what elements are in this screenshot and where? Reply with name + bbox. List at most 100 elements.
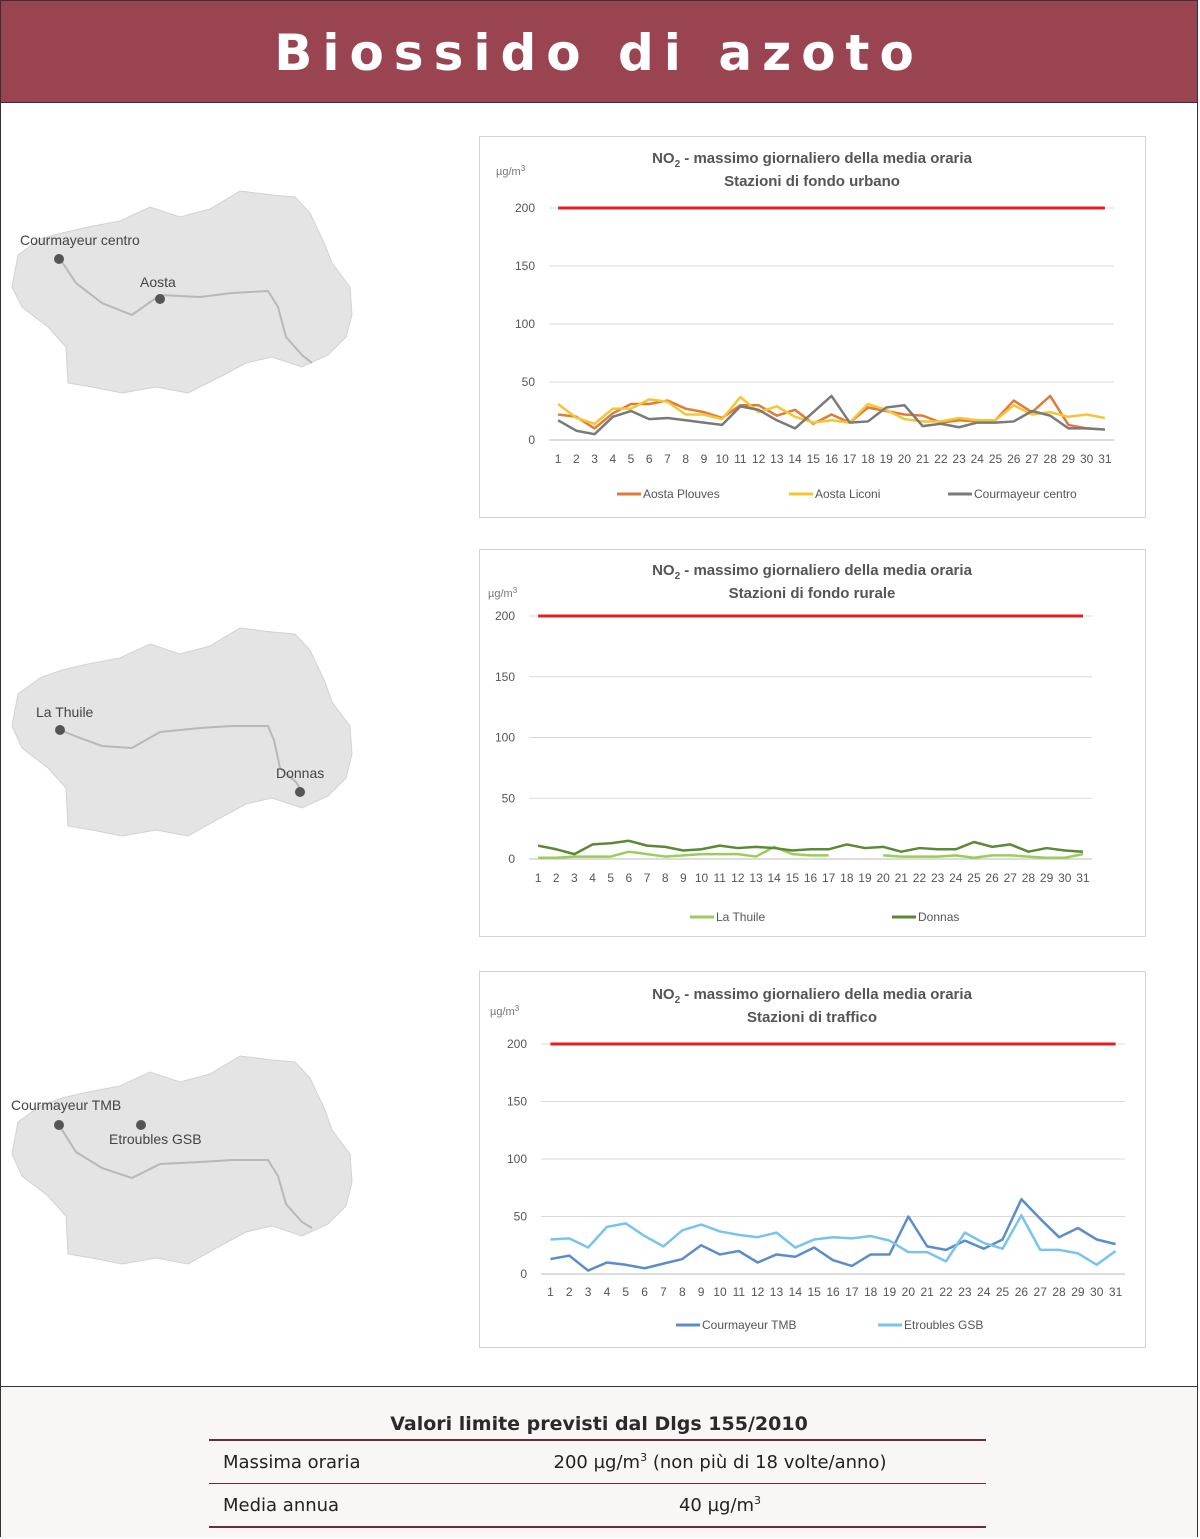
chart-svg: NO2 - massimo giornaliero della media or…	[488, 562, 1092, 924]
x-tick-label: 28	[1022, 871, 1036, 885]
region-shape	[11, 190, 353, 394]
x-tick-label: 10	[713, 1285, 727, 1299]
chart-subtitle: Stazioni di fondo rurale	[729, 585, 896, 602]
x-tick-label: 14	[788, 452, 802, 466]
chart-subtitle: Stazioni di traffico	[747, 1009, 877, 1026]
series-line-aosta-plouves	[557, 394, 1105, 431]
x-tick-label: 3	[585, 1285, 592, 1299]
x-tick-label: 8	[679, 1285, 686, 1299]
page-header: Biossido di azoto	[1, 1, 1197, 103]
x-tick-label: 30	[1090, 1285, 1104, 1299]
x-tick-label: 1	[535, 871, 542, 885]
x-tick-label: 23	[952, 452, 966, 466]
x-tick-label: 28	[1044, 452, 1058, 466]
x-tick-label: 29	[1062, 452, 1076, 466]
x-tick-label: 18	[861, 452, 875, 466]
x-tick-label: 23	[958, 1285, 972, 1299]
x-tick-label: 8	[662, 871, 669, 885]
y-axis-unit: µg/m3	[488, 586, 518, 600]
limit-label: Media annua	[209, 1483, 454, 1528]
x-tick-label: 25	[996, 1285, 1010, 1299]
map-rural: La Thuile Donnas	[10, 622, 360, 837]
series-line-courmayeur-centro	[557, 394, 1105, 436]
x-tick-label: 29	[1040, 871, 1054, 885]
limit-value: 40 µg/m3	[454, 1483, 986, 1528]
legend-label: Donnas	[918, 910, 959, 924]
station-marker	[295, 787, 305, 797]
x-tick-label: 17	[822, 871, 836, 885]
x-tick-label: 7	[644, 871, 651, 885]
limit-label: Massima oraria	[209, 1439, 454, 1484]
station-marker	[54, 1120, 64, 1130]
river-line	[58, 1124, 313, 1229]
station-label: Courmayeur TMB	[11, 1097, 121, 1113]
x-tick-label: 15	[807, 1285, 821, 1299]
x-tick-label: 20	[902, 1285, 916, 1299]
x-tick-label: 25	[967, 871, 981, 885]
legend-label: Aosta Liconi	[815, 487, 880, 501]
x-tick-label: 22	[939, 1285, 953, 1299]
y-tick-label: 50	[502, 791, 516, 805]
table-row: Massima oraria 200 µg/m3 (non più di 18 …	[209, 1439, 986, 1484]
x-tick-label: 16	[825, 452, 839, 466]
legend-label: Aosta Plouves	[643, 487, 720, 501]
x-tick-label: 13	[770, 452, 784, 466]
map-urban: Courmayeur centro Aosta	[10, 187, 360, 397]
y-tick-label: 150	[507, 1095, 527, 1109]
x-tick-label: 6	[641, 1285, 648, 1299]
x-tick-label: 15	[786, 871, 800, 885]
y-axis-unit: µg/m3	[490, 1004, 520, 1018]
x-tick-label: 6	[646, 452, 653, 466]
x-tick-label: 2	[566, 1285, 573, 1299]
limits-section: Valori limite previsti dal Dlgs 155/2010…	[1, 1386, 1197, 1538]
x-tick-label: 17	[845, 1285, 859, 1299]
y-tick-label: 150	[495, 670, 515, 684]
station-label: La Thuile	[36, 704, 94, 720]
x-tick-label: 30	[1058, 871, 1072, 885]
x-tick-label: 24	[971, 452, 985, 466]
legend-label: La Thuile	[716, 910, 765, 924]
x-tick-label: 1	[555, 452, 562, 466]
x-tick-label: 31	[1098, 452, 1112, 466]
region-shape	[11, 1055, 353, 1265]
x-tick-label: 13	[770, 1285, 784, 1299]
y-tick-label: 50	[514, 1210, 528, 1224]
x-tick-label: 21	[916, 452, 930, 466]
x-tick-label: 26	[1007, 452, 1021, 466]
river-line	[59, 725, 303, 793]
chart-urban-background: NO2 - massimo giornaliero della media or…	[479, 136, 1146, 518]
x-tick-label: 16	[826, 1285, 840, 1299]
limit-value: 200 µg/m3 (non più di 18 volte/anno)	[454, 1439, 986, 1484]
x-tick-label: 5	[628, 452, 635, 466]
x-tick-label: 10	[695, 871, 709, 885]
y-tick-label: 50	[522, 375, 536, 389]
page-title: Biossido di azoto	[274, 24, 924, 82]
x-tick-label: 14	[767, 871, 781, 885]
region-shape	[11, 627, 353, 837]
chart-subtitle: Stazioni di fondo urbano	[724, 173, 900, 190]
x-tick-label: 17	[843, 452, 857, 466]
x-tick-label: 21	[895, 871, 909, 885]
y-tick-label: 200	[515, 201, 535, 215]
map-traffic: Courmayeur TMB Etroubles GSB	[10, 1052, 360, 1265]
x-tick-label: 1	[547, 1285, 554, 1299]
x-tick-label: 4	[604, 1285, 611, 1299]
x-tick-label: 20	[898, 452, 912, 466]
x-tick-label: 27	[1004, 871, 1018, 885]
limits-title: Valori limite previsti dal Dlgs 155/2010	[390, 1413, 808, 1435]
series-line-la-thuile	[883, 852, 1084, 860]
limits-table: Massima oraria 200 µg/m3 (non più di 18 …	[209, 1439, 986, 1528]
legend-label: Courmayeur TMB	[702, 1318, 796, 1332]
x-tick-label: 3	[591, 452, 598, 466]
x-tick-label: 12	[751, 1285, 765, 1299]
x-tick-label: 16	[804, 871, 818, 885]
x-tick-label: 2	[573, 452, 580, 466]
y-tick-label: 0	[508, 852, 515, 866]
x-tick-label: 7	[660, 1285, 667, 1299]
x-tick-label: 12	[731, 871, 745, 885]
x-tick-label: 4	[609, 452, 616, 466]
y-tick-label: 200	[507, 1037, 527, 1051]
x-tick-label: 25	[989, 452, 1003, 466]
x-tick-label: 19	[883, 1285, 897, 1299]
series-line-etroubles-gsb	[550, 1214, 1117, 1267]
